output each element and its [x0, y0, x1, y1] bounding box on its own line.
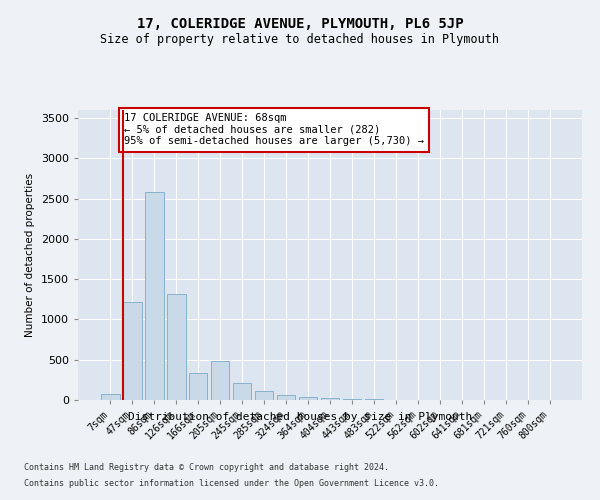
- Bar: [255, 390, 274, 400]
- Y-axis label: Number of detached properties: Number of detached properties: [25, 173, 35, 337]
- Bar: [277, 395, 295, 400]
- Text: 17 COLERIDGE AVENUE: 68sqm
← 5% of detached houses are smaller (282)
95% of semi: 17 COLERIDGE AVENUE: 68sqm ← 5% of detac…: [124, 113, 424, 146]
- Text: Contains public sector information licensed under the Open Government Licence v3: Contains public sector information licen…: [24, 478, 439, 488]
- Text: Size of property relative to detached houses in Plymouth: Size of property relative to detached ho…: [101, 32, 499, 46]
- Text: Contains HM Land Registry data © Crown copyright and database right 2024.: Contains HM Land Registry data © Crown c…: [24, 464, 389, 472]
- Bar: [101, 394, 119, 400]
- Text: Distribution of detached houses by size in Plymouth: Distribution of detached houses by size …: [128, 412, 472, 422]
- Bar: [123, 302, 142, 400]
- Bar: [211, 360, 229, 400]
- Bar: [343, 399, 361, 400]
- Bar: [233, 383, 251, 400]
- Bar: [145, 192, 164, 400]
- Bar: [167, 294, 185, 400]
- Text: 17, COLERIDGE AVENUE, PLYMOUTH, PL6 5JP: 17, COLERIDGE AVENUE, PLYMOUTH, PL6 5JP: [137, 18, 463, 32]
- Bar: [320, 398, 340, 400]
- Bar: [189, 372, 208, 400]
- Bar: [299, 397, 317, 400]
